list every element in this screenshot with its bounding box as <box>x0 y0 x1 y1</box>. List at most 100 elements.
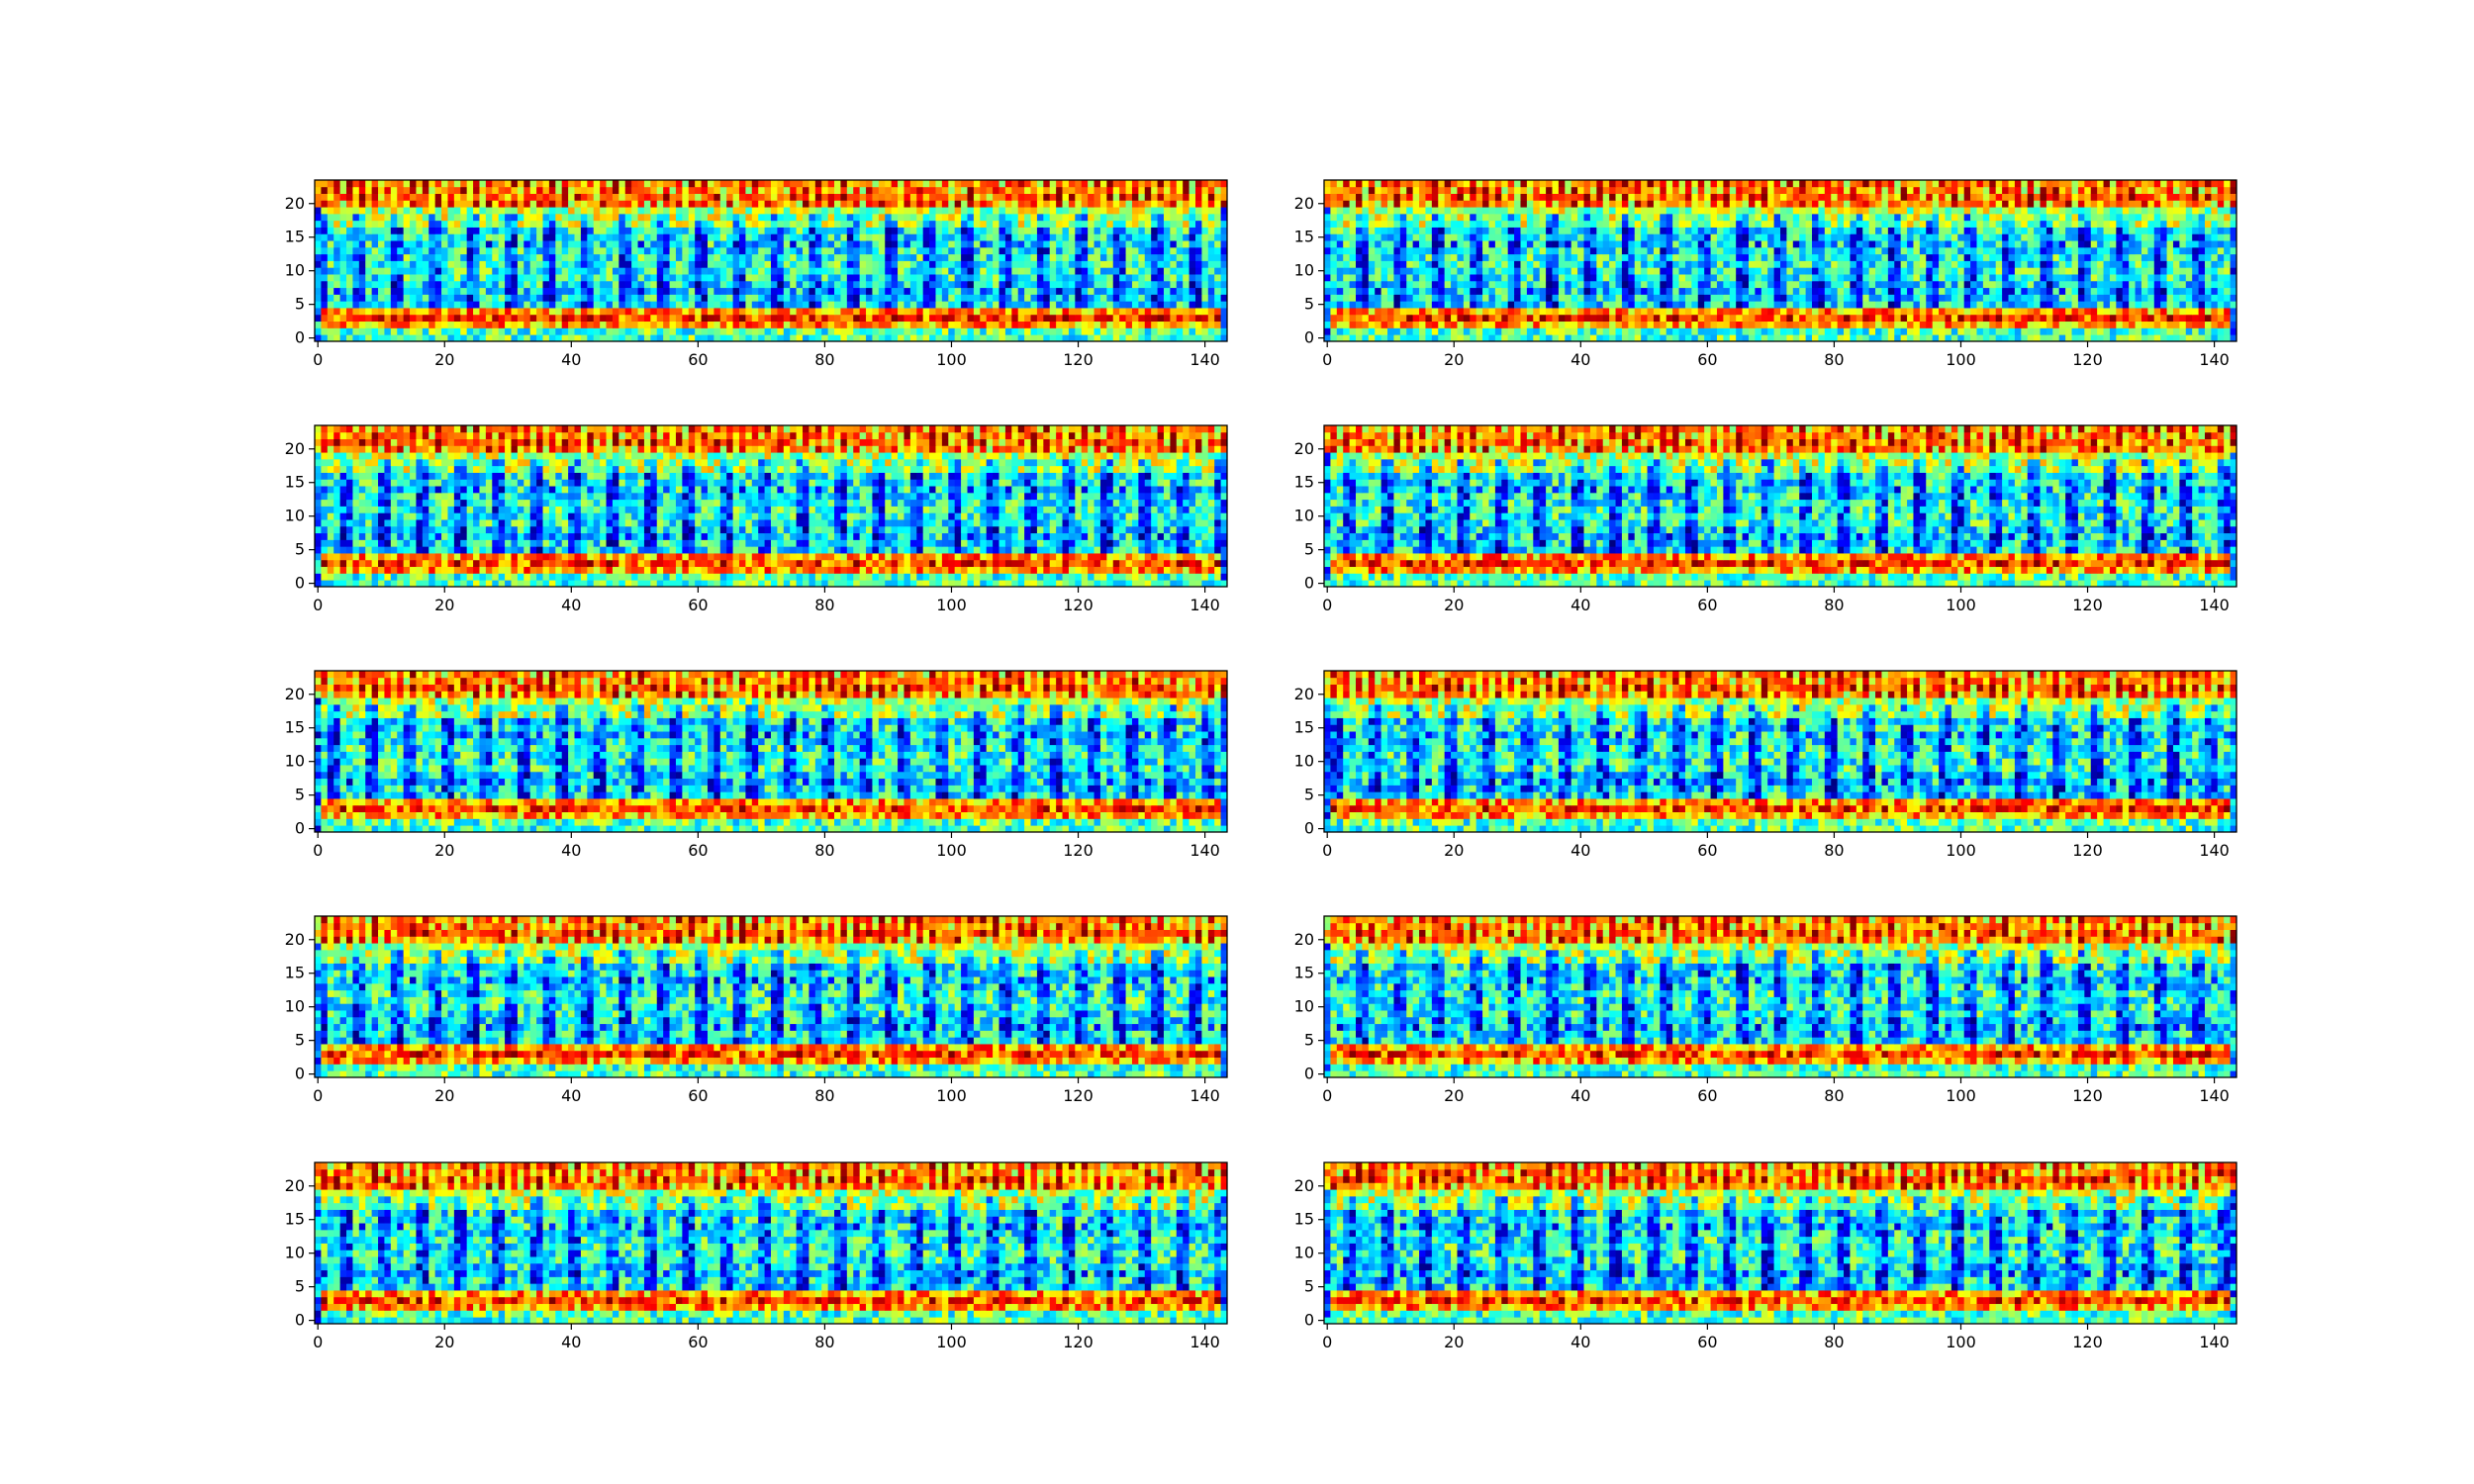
heatmap-cell <box>1106 194 1113 201</box>
heatmap-cell <box>2224 301 2231 308</box>
heatmap-cell <box>1050 327 1057 334</box>
heatmap-cell <box>1983 327 1990 334</box>
heatmap-cell <box>2034 301 2041 308</box>
heatmap-cell <box>1635 301 1642 308</box>
heatmap-cell <box>739 214 746 221</box>
heatmap-cell <box>853 288 860 295</box>
heatmap-cell <box>892 294 899 301</box>
heatmap-cell <box>499 308 506 315</box>
heatmap-cell <box>1126 315 1133 322</box>
heatmap-cell <box>695 221 702 228</box>
heatmap-cell <box>1119 281 1126 288</box>
heatmap-cell <box>1774 322 1781 328</box>
heatmap-cell <box>1488 334 1495 341</box>
heatmap-cell <box>1113 281 1120 288</box>
heatmap-cell <box>1018 334 1025 341</box>
heatmap-cell <box>676 240 683 247</box>
heatmap-cell <box>1755 308 1761 315</box>
heatmap-cell <box>980 334 987 341</box>
heatmap-cell <box>961 187 968 194</box>
heatmap-cell <box>872 254 879 261</box>
heatmap-cell <box>993 288 999 295</box>
heatmap-cell <box>821 322 828 328</box>
heatmap-cell <box>1094 281 1101 288</box>
heatmap-cell <box>1106 281 1113 288</box>
heatmap-cell <box>1622 334 1629 341</box>
heatmap-cell <box>961 322 968 328</box>
heatmap-cell <box>2002 322 2009 328</box>
heatmap-cell <box>708 247 714 254</box>
heatmap-cell <box>1488 315 1495 322</box>
heatmap-cell <box>1508 281 1515 288</box>
heatmap-cell <box>391 301 398 308</box>
heatmap-cell <box>1381 322 1388 328</box>
heatmap-cell <box>1406 294 1413 301</box>
heatmap-cell <box>1337 294 1344 301</box>
heatmap-cell <box>644 254 651 261</box>
heatmap-cell <box>1362 334 1369 341</box>
heatmap-cell <box>1050 267 1057 274</box>
heatmap-cell <box>416 288 423 295</box>
heatmap-cell <box>1119 315 1126 322</box>
heatmap-cell <box>803 194 809 201</box>
heatmap-cell <box>726 254 733 261</box>
heatmap-cell <box>1100 294 1107 301</box>
heatmap-cell <box>2052 301 2059 308</box>
heatmap-cell <box>1183 334 1189 341</box>
heatmap-cell <box>505 301 512 308</box>
heatmap-cell <box>879 301 886 308</box>
heatmap-cell <box>1844 294 1851 301</box>
heatmap-cell <box>676 327 683 334</box>
heatmap-cell <box>1018 267 1025 274</box>
heatmap-cell <box>536 194 543 201</box>
heatmap-cell <box>2218 334 2225 341</box>
heatmap-cell <box>1641 334 1648 341</box>
heatmap-cell <box>1723 288 1730 295</box>
heatmap-cell <box>1945 274 1951 281</box>
heatmap-cell <box>872 274 879 281</box>
heatmap-cell <box>784 214 791 221</box>
heatmap-cell <box>790 207 797 214</box>
heatmap-cell <box>1208 274 1215 281</box>
heatmap-cell <box>530 261 537 268</box>
heatmap-cell <box>1375 267 1381 274</box>
heatmap-cell <box>745 327 752 334</box>
heatmap-cell <box>2147 315 2154 322</box>
heatmap-cell <box>454 214 461 221</box>
heatmap-cell <box>904 281 910 288</box>
heatmap-cell <box>777 221 784 228</box>
heatmap-cell <box>352 281 359 288</box>
heatmap-cell <box>473 294 480 301</box>
heatmap-cell <box>1869 334 1876 341</box>
heatmap-cell <box>733 254 740 261</box>
heatmap-cell <box>499 288 506 295</box>
heatmap-cell <box>815 294 822 301</box>
heatmap-cell <box>1774 315 1781 322</box>
heatmap-cell <box>581 327 588 334</box>
heatmap-cell <box>1151 322 1158 328</box>
heatmap-cell <box>404 221 411 228</box>
heatmap-cell <box>1069 221 1076 228</box>
heatmap-cell <box>568 228 575 234</box>
heatmap-cell <box>1660 334 1666 341</box>
heatmap-cell <box>384 294 391 301</box>
heatmap-cell <box>1387 322 1394 328</box>
heatmap-cell <box>892 194 899 201</box>
heatmap-cell <box>1113 180 1120 187</box>
heatmap-cell <box>1406 334 1413 341</box>
heatmap-cell <box>967 228 974 234</box>
heatmap-cell <box>1195 221 1202 228</box>
heatmap-cell <box>518 261 524 268</box>
heatmap-cell <box>511 288 518 295</box>
heatmap-cell <box>784 240 791 247</box>
heatmap-cell <box>1138 301 1145 308</box>
heatmap-cell <box>733 228 740 234</box>
heatmap-cell <box>1698 267 1705 274</box>
heatmap-cell <box>1369 308 1376 315</box>
heatmap-cell <box>618 207 625 214</box>
heatmap-cell <box>974 267 981 274</box>
heatmap-cell <box>676 200 683 207</box>
heatmap-cell <box>1208 240 1215 247</box>
heatmap-cell <box>663 254 670 261</box>
heatmap-cell <box>1177 221 1184 228</box>
